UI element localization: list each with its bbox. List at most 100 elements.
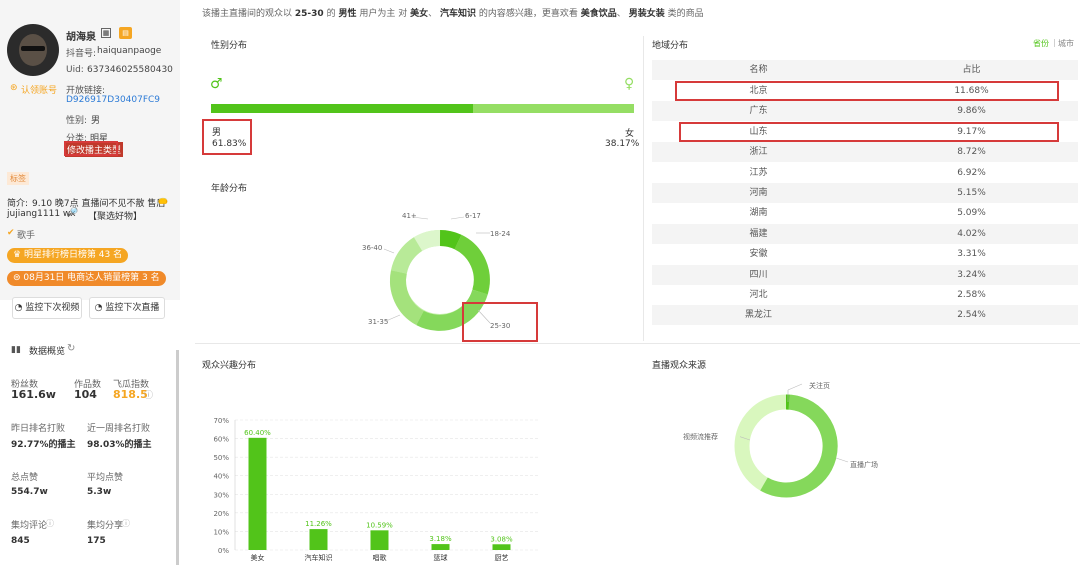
- avg-likes-value: 5.3w: [87, 487, 112, 497]
- x-tick-label: 汽车知识: [305, 553, 333, 562]
- region-row: 江苏 6.92%: [652, 163, 1078, 183]
- douyin-id-label: 抖音号:: [66, 49, 97, 59]
- works-value: 104: [74, 388, 97, 401]
- rank2-text: 08月31日 电商达人销量榜第 3 名: [23, 273, 160, 283]
- monitor-live-label: 监控下次直播: [105, 303, 160, 313]
- highlight-box: [679, 122, 1059, 142]
- region-pct: 9.86%: [957, 106, 986, 117]
- open-link[interactable]: D926917D30407FC9: [66, 95, 161, 105]
- rank-badge-star[interactable]: ♛ 明星排行榜日榜第 43 名: [7, 248, 129, 263]
- bar: [370, 530, 389, 550]
- x-tick-label: 美女: [251, 553, 265, 562]
- category-label: 分类:: [66, 134, 88, 144]
- region-pct: 5.09%: [957, 208, 986, 219]
- toggle-city[interactable]: 城市: [1058, 39, 1074, 48]
- toggle-separator: |: [1053, 38, 1056, 47]
- y-tick-label: 60%: [213, 436, 229, 444]
- region-title: 地域分布: [652, 41, 689, 51]
- qrcode-icon[interactable]: ▦: [101, 28, 111, 38]
- region-row: 安徽 3.31%: [652, 244, 1078, 264]
- comments-value: 845: [11, 536, 30, 546]
- rank-badge-sales[interactable]: ⊜ 08月31日 电商达人销量榜第 3 名: [7, 271, 166, 286]
- uid: 637346025580430: [87, 65, 173, 75]
- gender-bar: [211, 104, 634, 113]
- female-icon: ♀: [624, 76, 635, 92]
- y-tick-label: 70%: [213, 417, 229, 425]
- region-pct: 11.68%: [954, 86, 989, 96]
- y-tick-label: 50%: [213, 454, 229, 462]
- intro-wx: jujiang1111 wx: [7, 209, 76, 219]
- bar-value-label: 10.59%: [366, 521, 393, 529]
- highlight-box: [64, 141, 118, 156]
- banner-age: 25-30: [294, 9, 324, 19]
- source-label: 直播广场: [850, 461, 878, 469]
- highlight-box: [462, 302, 538, 342]
- banner-sep: 、: [428, 9, 438, 19]
- yday-value: 92.77%的播主: [11, 440, 76, 450]
- region-row: 浙江 8.72%: [652, 142, 1078, 163]
- age-label: 6-17: [465, 212, 481, 220]
- shop-icon[interactable]: ▤: [119, 27, 132, 39]
- region-name: 安徽: [749, 249, 768, 260]
- bar-value-label: 3.08%: [490, 535, 513, 543]
- intro-label: 简介:: [7, 199, 29, 209]
- gender-label: 性别:: [66, 116, 88, 126]
- monitor-video-button[interactable]: ◔ 监控下次视频: [12, 297, 82, 319]
- left-scrollbar[interactable]: [176, 350, 179, 565]
- intro-shop: 【聚选好物】: [88, 212, 143, 222]
- source-title: 直播观众来源: [652, 361, 707, 371]
- age-slice-36-40: [391, 237, 423, 274]
- avatar: [7, 24, 59, 76]
- week-value: 98.03%的播主: [87, 440, 152, 450]
- fans-label: 粉丝数: [11, 380, 39, 390]
- tag-badge: 标签: [7, 172, 29, 185]
- certify-account-link[interactable]: 认领账号: [21, 86, 58, 96]
- week-label: 近一周排名打败: [87, 424, 151, 434]
- crown-icon: ♛: [13, 250, 24, 260]
- bar-value-label: 11.26%: [305, 520, 332, 528]
- age-slice-18-24: [454, 234, 490, 295]
- monitor-live-button[interactable]: ◔ 监控下次直播: [89, 297, 165, 319]
- region-row: 湖南 5.09%: [652, 203, 1078, 223]
- age-label: 36-40: [362, 244, 383, 252]
- y-tick-label: 40%: [213, 473, 229, 481]
- index-value: 818.5: [113, 388, 148, 401]
- region-name: 江苏: [749, 167, 768, 178]
- bar-value-label: 3.18%: [429, 535, 452, 543]
- help-icon[interactable]: ⓘ: [144, 391, 154, 401]
- y-tick-label: 20%: [213, 510, 229, 518]
- bar: [431, 544, 450, 550]
- region-pct: 8.72%: [957, 147, 986, 158]
- edit-type-button[interactable]: 修改播主类型: [65, 142, 124, 157]
- male-label: 男: [212, 128, 222, 138]
- source-slice-square: [760, 394, 838, 498]
- banner-gender: 男性: [338, 9, 357, 19]
- gender-title: 性别分布: [211, 41, 248, 51]
- help-icon[interactable]: ⓘ: [46, 519, 54, 528]
- certify-icon: ⊛: [10, 83, 18, 93]
- banner-sep: 、: [616, 9, 626, 19]
- banner-text: 的: [326, 9, 336, 19]
- index-label: 飞瓜指数: [113, 380, 150, 390]
- region-row: 黑龙江 2.54%: [652, 305, 1078, 326]
- highlight-box: [202, 119, 252, 155]
- banner-goods: 男装女装: [628, 9, 665, 19]
- vertical-divider: [643, 36, 644, 341]
- gender-bar-male: [211, 104, 473, 113]
- region-name: 广东: [749, 106, 768, 117]
- age-slice-6-17: [439, 229, 462, 250]
- refresh-icon[interactable]: ↻: [67, 343, 76, 354]
- col-pct: 占比: [962, 65, 981, 75]
- bar: [248, 437, 267, 550]
- region-row: 北京 11.68%: [652, 81, 1078, 101]
- bell-icon: ◔: [14, 303, 26, 313]
- profile-category: 明星: [90, 134, 109, 144]
- region-name: 北京: [749, 86, 768, 96]
- toggle-province[interactable]: 省份: [1033, 39, 1049, 48]
- region-name: 河北: [749, 290, 768, 300]
- profile-panel: 胡海泉 ▦ ▤ 抖音号: haiquanpaoge Uid: 637346025…: [0, 0, 180, 573]
- help-icon[interactable]: ⓘ: [122, 519, 130, 528]
- x-tick-label: 厨艺: [495, 554, 509, 562]
- bell-icon: ◔: [94, 303, 106, 313]
- region-pct: 2.54%: [957, 310, 986, 321]
